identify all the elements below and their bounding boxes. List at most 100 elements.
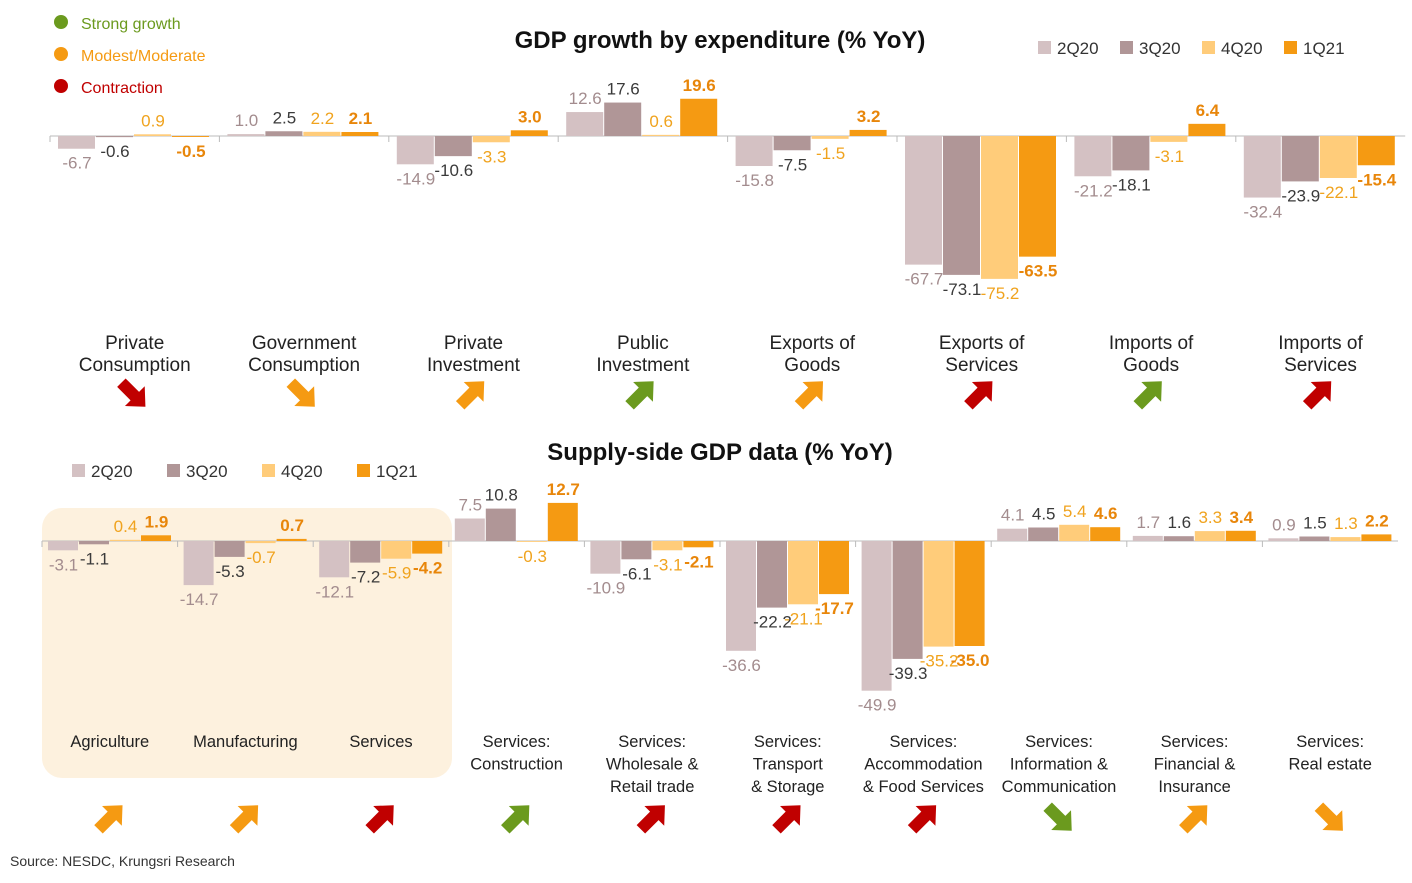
- bar-imports-of-services-2q20: [1243, 136, 1281, 198]
- data-label-services-information-communication-3q20: 4.5: [1032, 505, 1056, 524]
- trend-arrow-manufacturing-icon: [229, 805, 259, 834]
- bar-services-financial-insurance-2q20: [1132, 535, 1163, 541]
- data-label-agriculture-2q20: -3.1: [49, 555, 78, 574]
- data-label-exports-of-services-4q20: -75.2: [981, 284, 1020, 303]
- legend-label-4q20: 4Q20: [281, 462, 323, 481]
- bar-exports-of-services-3q20: [943, 136, 980, 275]
- bar-government-consumption-3q20: [265, 131, 303, 136]
- category-label-services-wholesale-retail-trade: Services:: [618, 733, 686, 751]
- bar-services-information-communication-2q20: [997, 528, 1028, 541]
- bar-agriculture-3q20: [79, 541, 109, 545]
- data-label-services-transport-storage-3q20: -22.2: [753, 613, 792, 632]
- data-label-services-accommodation-food-services-3q20: -39.3: [889, 664, 928, 683]
- category-label-exports-of-goods: Goods: [784, 355, 840, 376]
- bar-imports-of-services-4q20: [1319, 136, 1357, 178]
- data-label-services-real-estate-2q20: 0.9: [1272, 515, 1296, 534]
- bar-private-investment-4q20: [472, 136, 510, 143]
- trend-arrow-exports-of-goods-icon: [794, 381, 824, 410]
- bar-private-investment-3q20: [434, 136, 472, 157]
- trend-arrow-services-wholesale-retail-trade-icon: [636, 805, 665, 834]
- bar-services-financial-insurance-3q20: [1163, 536, 1194, 541]
- data-label-services-construction-1q21: 12.7: [547, 480, 580, 499]
- data-label-imports-of-services-4q20: -22.1: [1319, 183, 1358, 202]
- legend-swatch-4q20: [1202, 41, 1215, 54]
- category-label-government-consumption: Government: [252, 333, 357, 354]
- data-label-services-1q21: -4.2: [413, 559, 442, 578]
- source-note: Source: NESDC, Krungsri Research: [10, 853, 235, 869]
- category-label-services-construction: Construction: [470, 756, 563, 774]
- bar-public-investment-1q21: [680, 98, 718, 136]
- trend-arrow-services-accommodation-food-services-icon: [907, 805, 937, 834]
- trend-arrow-imports-of-services-icon: [1302, 381, 1332, 410]
- bar-public-investment-3q20: [604, 102, 642, 136]
- bar-services-transport-storage-1q21: [819, 541, 849, 595]
- data-label-services-4q20: -5.9: [382, 564, 411, 583]
- bar-exports-of-goods-1q21: [849, 129, 887, 136]
- bar-services-financial-insurance-1q21: [1225, 530, 1256, 541]
- bar-government-consumption-4q20: [303, 131, 341, 136]
- data-label-services-financial-insurance-2q20: 1.7: [1136, 513, 1160, 532]
- bar-services-construction-4q20: [516, 541, 547, 542]
- data-label-services-accommodation-food-services-2q20: -49.9: [858, 696, 897, 715]
- bar-services-transport-storage-2q20: [726, 541, 756, 651]
- category-label-services-construction: Services:: [483, 733, 551, 751]
- trend-arrow-exports-of-services-icon: [964, 381, 993, 410]
- bar-services-wholesale-retail-trade-3q20: [621, 541, 652, 560]
- data-label-private-investment-2q20: -14.9: [396, 169, 435, 188]
- signal-legend-strong: Strong growth: [81, 16, 181, 33]
- bar-services-real-estate-4q20: [1330, 537, 1361, 541]
- trend-arrow-public-investment-icon: [625, 381, 654, 410]
- category-label-services-information-communication: Services:: [1025, 733, 1093, 751]
- data-label-government-consumption-3q20: 2.5: [273, 108, 297, 127]
- trend-arrow-services-icon: [365, 805, 394, 834]
- legend-swatch-1q21: [1284, 41, 1297, 54]
- data-label-services-construction-4q20: -0.3: [518, 547, 547, 566]
- data-label-exports-of-goods-2q20: -15.8: [735, 171, 774, 190]
- data-label-private-consumption-4q20: 0.9: [141, 111, 165, 130]
- data-label-imports-of-services-3q20: -23.9: [1281, 186, 1320, 205]
- data-label-services-information-communication-2q20: 4.1: [1001, 506, 1025, 525]
- data-label-services-accommodation-food-services-4q20: -35.2: [920, 652, 959, 671]
- bar-services-accommodation-food-services-1q21: [954, 541, 985, 646]
- bar-services-accommodation-food-services-3q20: [892, 541, 923, 659]
- category-label-services-financial-insurance: Financial &: [1154, 756, 1236, 774]
- legend-label-3q20: 3Q20: [186, 462, 228, 481]
- bar-imports-of-goods-2q20: [1074, 136, 1112, 177]
- category-label-agriculture: Agriculture: [70, 733, 149, 751]
- data-label-services-information-communication-1q21: 4.6: [1094, 504, 1118, 523]
- category-label-exports-of-services: Exports of: [939, 333, 1025, 354]
- data-label-services-3q20: -7.2: [351, 568, 380, 587]
- category-label-services-real-estate: Services:: [1296, 733, 1364, 751]
- bar-services-financial-insurance-4q20: [1194, 531, 1225, 541]
- data-label-imports-of-goods-3q20: -18.1: [1112, 175, 1151, 194]
- data-label-imports-of-goods-4q20: -3.1: [1155, 147, 1184, 166]
- trend-arrow-imports-of-goods-icon: [1133, 381, 1162, 410]
- data-label-exports-of-goods-1q21: 3.2: [857, 107, 881, 126]
- contraction-dot-icon: [54, 79, 68, 93]
- bar-services-transport-storage-4q20: [788, 541, 818, 605]
- legend-swatch-4q20: [262, 464, 275, 477]
- bar-imports-of-goods-4q20: [1150, 136, 1188, 142]
- data-label-services-wholesale-retail-trade-4q20: -3.1: [653, 555, 682, 574]
- data-label-imports-of-goods-1q21: 6.4: [1196, 101, 1220, 120]
- series-legend-expenditure: 2Q20 3Q20 4Q20 1Q21: [1038, 39, 1345, 58]
- bar-services-construction-3q20: [485, 508, 516, 541]
- bar-government-consumption-2q20: [227, 134, 265, 136]
- bar-private-consumption-2q20: [58, 136, 95, 149]
- category-label-exports-of-services: Services: [945, 355, 1018, 376]
- legend-label-2q20: 2Q20: [1057, 39, 1099, 58]
- data-label-services-real-estate-3q20: 1.5: [1303, 514, 1327, 533]
- bar-services-real-estate-3q20: [1299, 536, 1330, 541]
- bar-manufacturing-2q20: [183, 541, 214, 586]
- legend-swatch-3q20: [167, 464, 180, 477]
- data-label-services-wholesale-retail-trade-3q20: -6.1: [622, 564, 651, 583]
- category-label-services-wholesale-retail-trade: Wholesale &: [606, 756, 699, 774]
- category-label-services-financial-insurance: Services:: [1161, 733, 1229, 751]
- bar-services-wholesale-retail-trade-1q21: [683, 541, 714, 548]
- bar-exports-of-goods-4q20: [811, 136, 849, 139]
- bar-private-consumption-1q21: [172, 136, 209, 137]
- category-label-public-investment: Investment: [596, 355, 690, 376]
- bar-public-investment-2q20: [566, 112, 604, 136]
- chart-title-supply: Supply-side GDP data (% YoY): [547, 439, 892, 466]
